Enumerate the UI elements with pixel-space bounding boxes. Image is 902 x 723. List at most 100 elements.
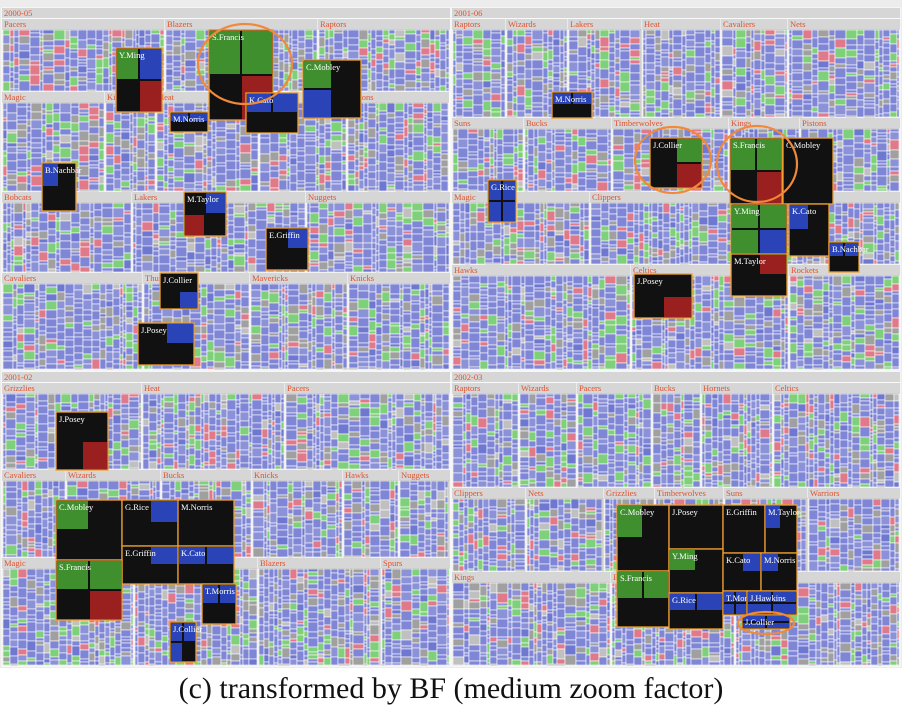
treemap-cell [533,173,539,181]
treemap-cell [721,55,734,66]
treemap-cell [828,53,836,64]
treemap-cell [704,37,712,42]
treemap-cell [411,227,424,235]
treemap-cell [394,84,406,92]
treemap-cell [496,157,504,162]
treemap-cell [455,51,464,58]
treemap-cell [662,230,671,239]
treemap-cell [307,321,313,327]
treemap-cell [681,94,687,106]
treemap-cell [227,245,235,251]
treemap-cell [172,60,182,68]
treemap-cell [808,128,819,133]
treemap-cell [633,237,640,244]
treemap-cell [333,235,346,244]
treemap-cell [590,245,602,255]
treemap-cell [619,68,631,73]
treemap-cell [135,234,143,246]
treemap-cell [516,52,526,62]
treemap-cell [2,336,14,342]
treemap-cell [119,321,124,327]
treemap-cell [434,57,441,65]
treemap-cell [122,320,127,332]
treemap-cell [675,246,681,255]
treemap-cell [608,60,616,68]
treemap-cell [233,213,246,218]
treemap-cell [129,131,134,138]
treemap-cell [41,124,47,133]
treemap-cell [363,142,369,148]
treemap-cell [108,34,113,44]
treemap-cell [34,318,40,323]
treemap-cell [442,354,450,365]
treemap-cell [811,106,819,113]
treemap-cell [381,283,391,288]
treemap-cell [645,69,656,75]
treemap-cell [399,315,404,327]
treemap-cell [445,77,450,84]
treemap-cell [429,78,436,83]
treemap-cell [227,233,235,240]
treemap-cell [206,139,213,148]
treemap-cell [213,346,226,353]
treemap-cell [352,242,364,250]
treemap-cell [41,119,47,126]
treemap-cell [554,260,565,265]
treemap-cell [410,289,421,296]
treemap-cell [124,29,134,40]
treemap-cell [577,29,588,38]
treemap-cell [318,32,326,38]
treemap-cell [599,68,610,80]
treemap-cell [452,32,457,43]
treemap-cell [147,111,156,118]
treemap-cell [122,364,127,370]
treemap-cell [362,202,373,212]
treemap-cell [547,45,554,51]
treemap-cell [420,47,431,56]
treemap-cell [29,29,41,34]
treemap-cell [402,326,412,333]
treemap-cell [268,302,280,312]
treemap-cell [13,88,20,92]
treemap-cell [98,175,105,185]
treemap-cell [539,235,545,243]
treemap-cell [440,102,449,111]
treemap-cell [490,107,502,113]
team-label: Heat [158,92,175,102]
treemap-cell [25,231,32,238]
treemap-cell [407,102,414,107]
treemap-cell [235,178,241,188]
treemap-cell [651,237,659,249]
treemap-cell [344,202,354,211]
treemap-cell [415,50,422,62]
treemap-cell [455,86,464,95]
treemap-cell [424,339,430,350]
treemap-cell [348,321,359,327]
treemap-cell [586,79,592,85]
treemap-cell [817,102,830,114]
treemap-cell [516,78,526,87]
treemap-cell [432,173,442,178]
treemap-cell [278,296,283,306]
treemap-cell [645,96,656,105]
treemap-cell [856,68,865,76]
treemap-cell [16,119,28,125]
treemap-cell [129,152,134,163]
treemap-cell [395,215,404,222]
treemap-cell [721,45,734,57]
treemap-cell [289,157,298,166]
treemap-cell [614,70,621,76]
treemap-cell [234,341,242,346]
treemap-cell [545,180,553,190]
treemap-cell [129,122,134,133]
treemap-cell [378,170,388,182]
treemap-cell [452,29,457,34]
treemap-cell [30,111,43,121]
treemap-cell [389,343,401,348]
treemap-cell [64,354,75,363]
treemap-cell [564,145,573,157]
treemap-cell [291,47,299,52]
treemap-cell [304,131,317,136]
treemap-cell [596,151,609,162]
treemap-cell [93,246,103,255]
